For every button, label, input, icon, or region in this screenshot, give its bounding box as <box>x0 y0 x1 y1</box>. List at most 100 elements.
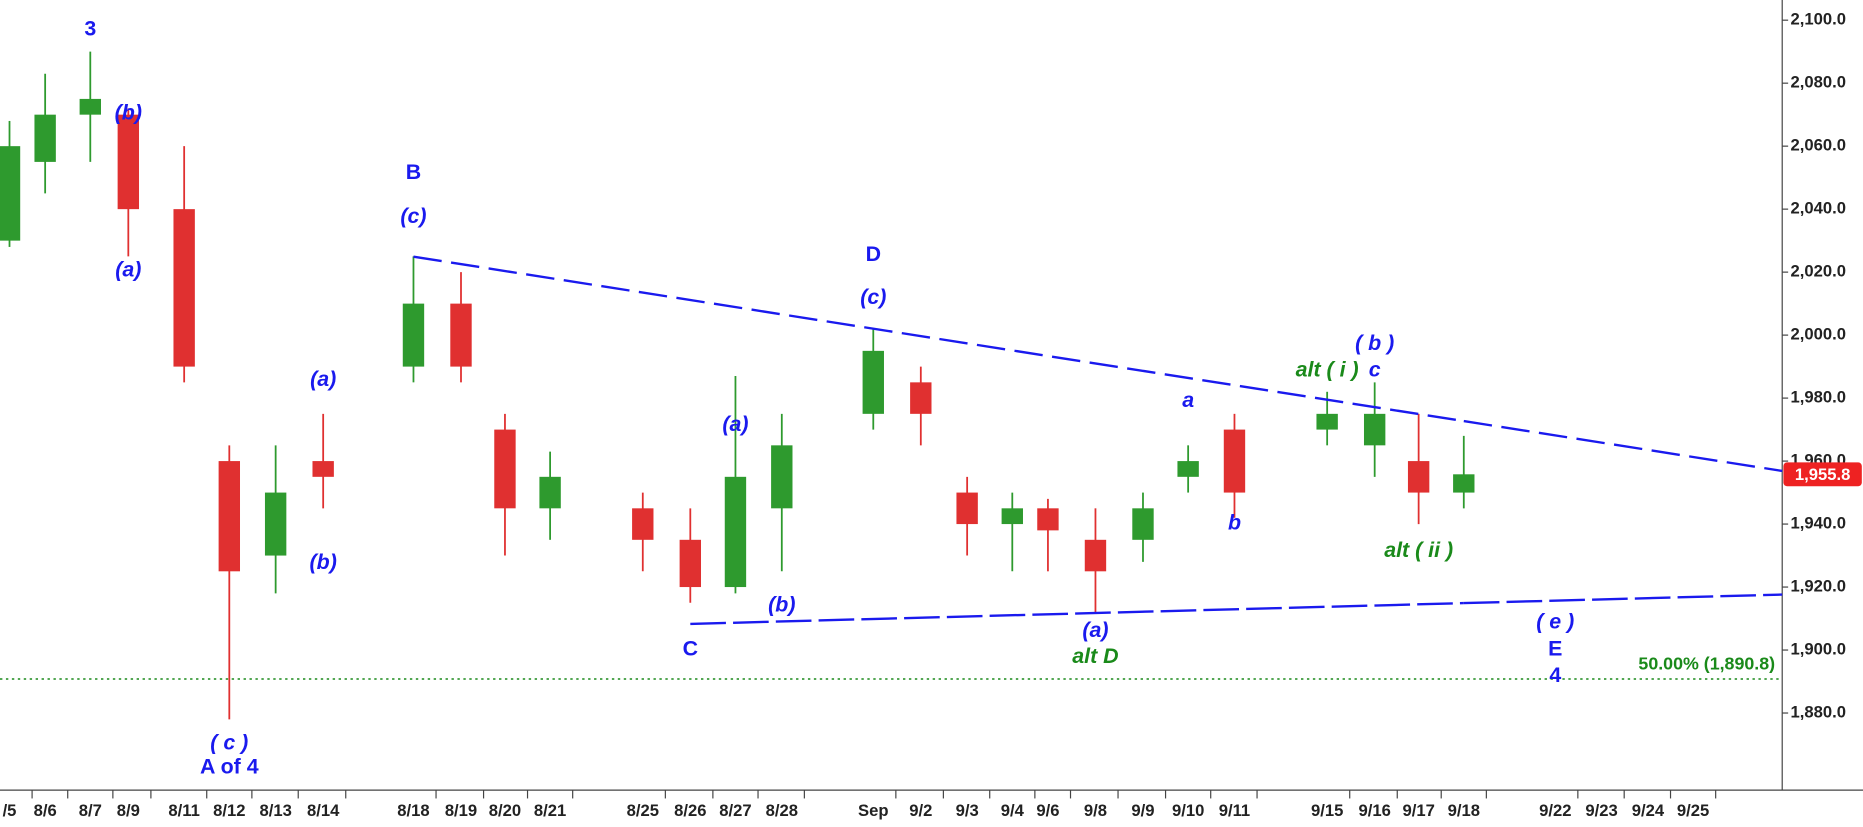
y-tick-label: 2,000.0 <box>1791 325 1846 344</box>
wave-label: (b) <box>115 101 142 125</box>
wave-label: D <box>866 242 881 266</box>
x-tick-label: 8/14 <box>307 801 340 820</box>
candle-body <box>218 461 241 572</box>
candle-body <box>312 461 334 477</box>
candle-body <box>1453 474 1475 493</box>
x-tick-label: 9/25 <box>1677 801 1709 820</box>
y-tick-label: 2,100.0 <box>1791 10 1846 29</box>
trendline <box>690 601 1464 626</box>
candle-body <box>79 98 101 115</box>
x-tick-label: 9/23 <box>1585 801 1617 820</box>
wave-label: b <box>1228 511 1241 535</box>
y-tick-label: 2,020.0 <box>1791 262 1846 281</box>
wave-label: c <box>1369 357 1381 381</box>
wave-label: (b) <box>310 550 337 574</box>
trendline <box>413 255 1464 423</box>
candle-body <box>173 209 195 367</box>
candle-body <box>264 492 287 556</box>
wave-label: ( b ) <box>1355 331 1394 355</box>
x-tick-label: 9/4 <box>1001 801 1025 820</box>
candle-body <box>34 114 56 162</box>
trendline-extension <box>1463 419 1783 473</box>
candle-body <box>117 114 140 210</box>
x-tick-label: 9/15 <box>1311 801 1343 820</box>
candle-body <box>632 508 654 540</box>
x-tick-label: 9/24 <box>1632 801 1665 820</box>
x-tick-label: 8/6 <box>34 801 57 820</box>
x-tick-label: 8/21 <box>534 801 566 820</box>
candle-body <box>862 350 884 414</box>
candle-body <box>771 445 793 509</box>
fib-label: 50.00% (1,890.8) <box>1638 653 1775 673</box>
wave-label: C <box>683 637 698 661</box>
x-tick-label: 8/9 <box>117 801 140 820</box>
candle-body <box>539 476 561 509</box>
x-tick-label: 9/6 <box>1036 801 1059 820</box>
x-tick-label: 8/7 <box>79 801 102 820</box>
x-tick-label: 9/10 <box>1172 801 1204 820</box>
x-tick-label: 9/9 <box>1131 801 1154 820</box>
wave-label: (c) <box>400 204 426 228</box>
y-tick-label: 1,940.0 <box>1791 513 1846 532</box>
x-tick-label: 8/12 <box>213 801 245 820</box>
wave-label: alt ( ii ) <box>1384 538 1453 562</box>
y-tick-label: 1,900.0 <box>1791 639 1846 658</box>
wave-label: 3 <box>84 16 96 40</box>
wave-label: E <box>1548 637 1562 661</box>
candle-body <box>956 492 978 525</box>
x-tick-label: 9/8 <box>1084 801 1107 820</box>
candle-body <box>724 476 747 588</box>
y-tick-label: 1,880.0 <box>1791 702 1846 721</box>
wave-label: 4 <box>1549 663 1561 687</box>
x-tick-label: 8/25 <box>627 801 659 820</box>
x-tick-label: 8/18 <box>397 801 429 820</box>
candle-body <box>1001 508 1023 525</box>
x-tick-label: 9/11 <box>1219 801 1250 820</box>
candle-body <box>1084 539 1107 572</box>
x-tick-label: 8/27 <box>719 801 751 820</box>
candle-body <box>494 429 516 509</box>
wave-label: (b) <box>768 593 795 617</box>
candle-body <box>1407 461 1430 493</box>
x-tick-label: 9/2 <box>909 801 932 820</box>
wave-label: alt ( i ) <box>1296 357 1359 381</box>
x-tick-label: 8/11 <box>168 801 199 820</box>
x-tick-label: 8/19 <box>445 801 477 820</box>
candle-body <box>450 303 472 367</box>
x-tick-label: Sep <box>858 801 889 820</box>
candle-body <box>1037 508 1059 531</box>
last-price-badge <box>1783 462 1862 487</box>
y-tick-label: 2,060.0 <box>1791 136 1846 155</box>
wave-label: (a) <box>310 367 336 391</box>
candle-body <box>1316 413 1338 430</box>
wave-label: B <box>406 160 421 184</box>
y-tick-label: 2,040.0 <box>1791 199 1846 218</box>
candle-body <box>1177 461 1199 477</box>
wave-label: (a) <box>722 412 748 436</box>
x-tick-label: 9/16 <box>1358 801 1390 820</box>
candle-body <box>910 382 932 414</box>
wave-label: (a) <box>115 258 141 282</box>
wave-label: (c) <box>860 285 886 309</box>
candle-body <box>0 146 21 241</box>
x-tick-label: 9/17 <box>1402 801 1434 820</box>
y-tick-label: 1,920.0 <box>1791 576 1846 595</box>
y-tick-label: 1,980.0 <box>1791 387 1846 406</box>
trendline-extension <box>1463 593 1783 605</box>
x-tick-label: 8/28 <box>766 801 798 820</box>
wave-label: ( c ) <box>210 731 248 755</box>
last-price-label: 1,955.8 <box>1795 465 1850 484</box>
candle-body <box>402 303 425 367</box>
x-tick-label: 9/18 <box>1448 801 1480 820</box>
x-tick-label: 8/20 <box>489 801 521 820</box>
wave-label: A of 4 <box>200 754 259 778</box>
x-tick-label: 8/26 <box>674 801 706 820</box>
candle-body <box>1363 413 1386 446</box>
x-tick-label: 9/3 <box>956 801 979 820</box>
y-tick-label: 2,080.0 <box>1791 73 1846 92</box>
x-tick-label: 9/22 <box>1539 801 1571 820</box>
x-tick-label: /5 <box>3 801 17 820</box>
wave-label: ( e ) <box>1536 609 1574 633</box>
